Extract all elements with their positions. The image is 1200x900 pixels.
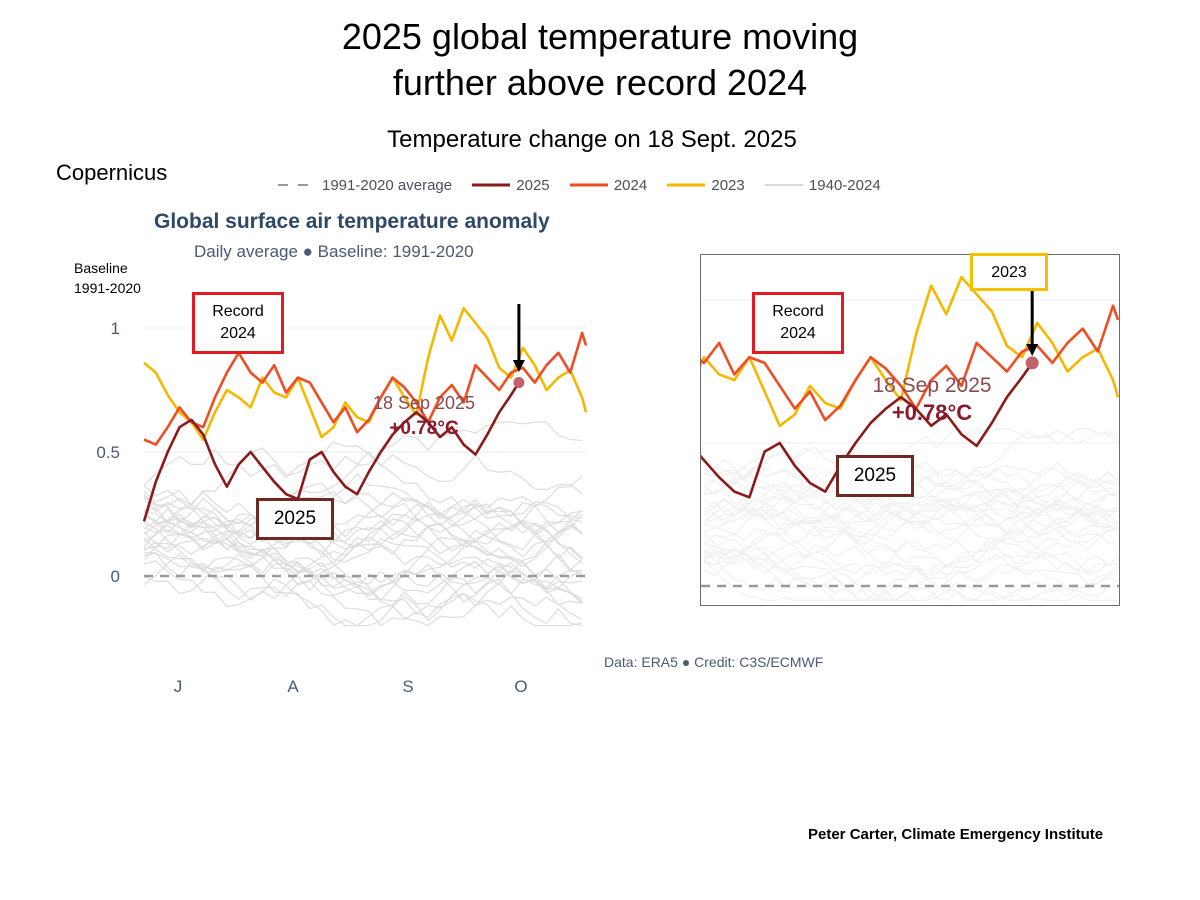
- inset-historical-line: [703, 484, 1119, 536]
- inset-historical-line: [703, 466, 1119, 536]
- inset-historical-line: [703, 466, 1119, 517]
- historical-line: [143, 495, 583, 627]
- historical-line: [143, 489, 583, 627]
- inset-historical-line: [703, 546, 1119, 601]
- author-credit: Peter Carter, Climate Emergency Institut…: [808, 826, 1104, 843]
- historical-line: [143, 523, 583, 594]
- legend-item-historical: 1940-2024: [764, 176, 881, 194]
- historical-line: [143, 497, 583, 543]
- inset-historical-line: [703, 473, 1119, 545]
- arrow-head: [512, 360, 525, 372]
- inset-historical-line: [703, 477, 1119, 554]
- inset-historical-line: [703, 491, 1119, 577]
- inset-historical-line: [703, 476, 1119, 574]
- inset-historical-line: [703, 549, 1118, 601]
- inset-label-2025-box: 2025: [836, 455, 914, 497]
- historical-line: [143, 441, 583, 507]
- inset-record-2024-box: Record 2024: [752, 292, 844, 354]
- data-credit: Data: ERA5 ● Credit: C3S/ECMWF: [604, 654, 824, 670]
- inset-historical-group: [703, 428, 1119, 601]
- y-tick-label-2: 1: [111, 319, 120, 338]
- label-2025-box: 2025: [256, 498, 334, 540]
- historical-line: [143, 537, 583, 604]
- x-tick-label-S: S: [402, 677, 413, 696]
- chart-legend: 1991-2020 average 2025 2024 2023 1940-20…: [278, 174, 897, 194]
- historical-line: [143, 421, 583, 550]
- highlight-marker: [513, 377, 525, 389]
- inset-historical-line: [703, 540, 1119, 601]
- baseline-label-line-1: Baseline: [74, 260, 128, 276]
- inset-highlight-value-label: +0.78°C: [892, 400, 972, 425]
- legend-label-historical: 1940-2024: [808, 176, 881, 194]
- inset-historical-line: [703, 461, 1119, 537]
- source-label: Copernicus: [56, 160, 168, 185]
- highlight-value-label: +0.78°C: [389, 418, 459, 439]
- x-tick-label-J: J: [174, 677, 183, 696]
- baseline-label-line-2: 1991-2020: [74, 280, 141, 296]
- inset-highlight-marker: [1025, 356, 1039, 370]
- legend-label-average: 1991-2020 average: [322, 176, 453, 194]
- baseline-label: Baseline 1991-2020: [74, 258, 164, 298]
- zoom-inset-frame: [700, 254, 1120, 606]
- inset-highlight-date-label: 18 Sep 2025: [872, 374, 991, 397]
- highlight-date-label: 18 Sep 2025: [373, 393, 475, 413]
- title-line-2: further above record 2024: [392, 62, 808, 103]
- legend-item-2025: 2025: [472, 176, 550, 194]
- inset-historical-line: [703, 549, 1119, 601]
- historical-line: [143, 537, 583, 627]
- legend-label-2024: 2024: [613, 176, 648, 194]
- inset-record-box-line-1: Record: [772, 303, 824, 320]
- slide-subtitle: Temperature change on 18 Sept. 2025: [387, 126, 797, 153]
- historical-line: [143, 548, 583, 608]
- y-tick-label-0: 0: [111, 567, 120, 586]
- historical-line: [143, 497, 583, 621]
- legend-label-2023: 2023: [711, 176, 745, 194]
- y-tick-label-1: 0.5: [96, 443, 120, 462]
- inset-record-box-line-2: 2024: [780, 325, 816, 342]
- historical-line: [143, 552, 583, 627]
- inset-historical-line: [703, 560, 1119, 601]
- record-box-line-1: Record: [212, 303, 264, 320]
- inset-historical-line: [703, 428, 1119, 477]
- legend-item-2024: 2024: [569, 176, 648, 194]
- inset-arrow-head: [1026, 344, 1039, 356]
- inset-historical-line: [703, 509, 1119, 574]
- series-2025-line: [142, 381, 520, 522]
- record-box-line-2: 2024: [220, 325, 256, 342]
- inset-series-2025-line: [701, 362, 1034, 499]
- historical-line: [143, 510, 583, 601]
- legend-item-average: 1991-2020 average: [278, 177, 452, 194]
- historical-line: [143, 484, 583, 590]
- historical-line: [143, 491, 583, 560]
- historical-line: [143, 490, 583, 564]
- historical-line: [143, 498, 583, 574]
- inset-label-2023-box: 2023: [970, 253, 1048, 291]
- inset-historical-line: [703, 532, 1119, 585]
- historical-series-group: [143, 421, 583, 627]
- inset-historical-line: [703, 487, 1119, 527]
- inset-historical-line: [703, 531, 1119, 589]
- historical-line: [143, 495, 583, 556]
- legend-item-2023: 2023: [667, 176, 745, 194]
- chart-subtitle: Daily average ● Baseline: 1991-2020: [194, 242, 474, 261]
- legend-label-2025: 2025: [516, 176, 550, 194]
- slide-title: 2025 global temperature moving further a…: [0, 14, 1200, 106]
- chart-title: Global surface air temperature anomaly: [154, 210, 550, 233]
- x-tick-label-A: A: [287, 677, 299, 696]
- historical-line: [143, 504, 583, 597]
- inset-historical-line: [703, 481, 1119, 535]
- record-2024-box: Record 2024: [192, 292, 284, 354]
- x-tick-label-O: O: [514, 677, 527, 696]
- title-line-1: 2025 global temperature moving: [341, 16, 859, 57]
- inset-historical-line: [703, 490, 1119, 568]
